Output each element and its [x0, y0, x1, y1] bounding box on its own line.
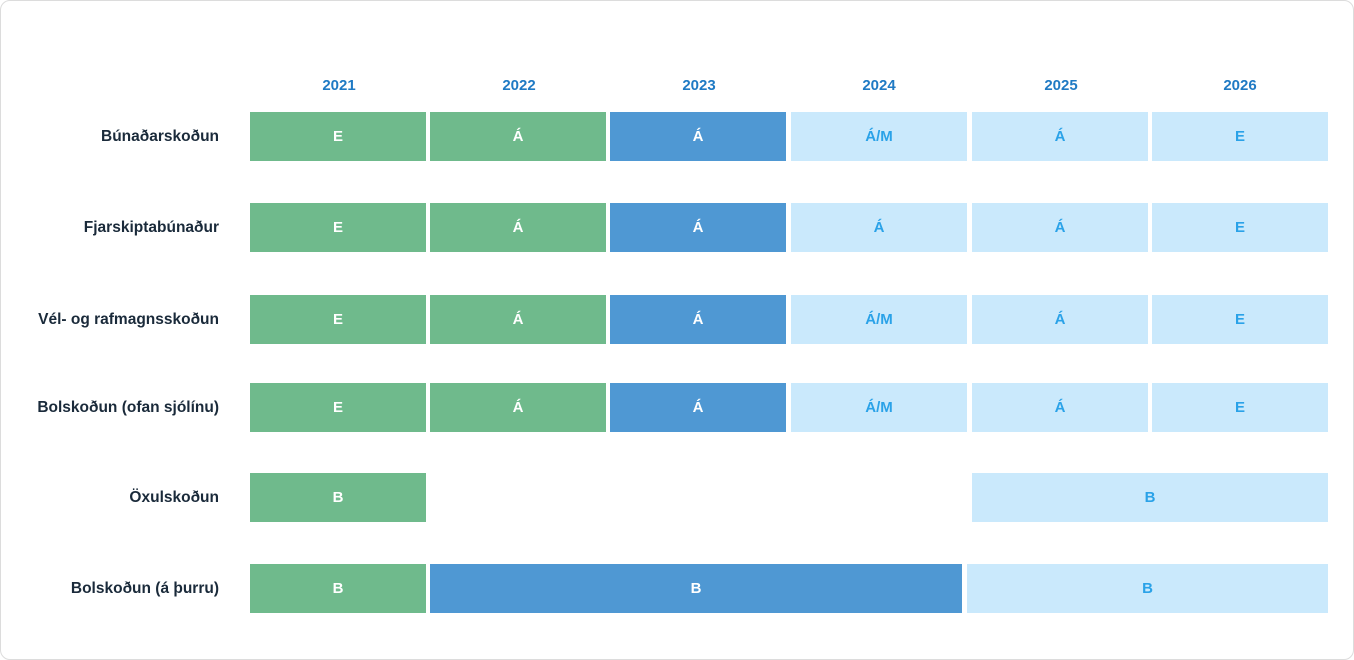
schedule-cell: Á/M [791, 112, 967, 161]
schedule-cell: E [250, 112, 426, 161]
year-header: 2025 [1044, 77, 1078, 94]
schedule-cell: Á [610, 383, 786, 432]
year-header: 2023 [682, 77, 716, 94]
schedule-cell: Á [430, 112, 606, 161]
schedule-cell: E [250, 203, 426, 252]
schedule-cell: Á [791, 203, 967, 252]
schedule-cell: E [250, 295, 426, 344]
row-label: Búnaðarskoðun [101, 128, 219, 145]
schedule-cell: E [250, 383, 426, 432]
schedule-cell: Á [972, 295, 1148, 344]
schedule-cell: B [972, 473, 1328, 522]
schedule-cell: E [1152, 203, 1328, 252]
year-header: 2021 [322, 77, 356, 94]
schedule-cell: Á [610, 203, 786, 252]
schedule-cell: E [1152, 295, 1328, 344]
row-label: Bolskoðun (á þurru) [70, 580, 219, 597]
schedule-cell: Á [610, 112, 786, 161]
schedule-cell: Á [430, 203, 606, 252]
schedule-cell: B [250, 564, 426, 613]
year-header: 2022 [502, 77, 536, 94]
schedule-cell: E [1152, 383, 1328, 432]
schedule-cell: Á [972, 203, 1148, 252]
schedule-cell: B [967, 564, 1328, 613]
row-label: Bolskoðun (ofan sjólínu) [37, 399, 219, 416]
year-header: 2026 [1223, 77, 1257, 94]
schedule-cell: Á [610, 295, 786, 344]
schedule-cell: Á [972, 383, 1148, 432]
schedule-cell: Á/M [791, 383, 967, 432]
row-label: Öxulskoðun [129, 489, 219, 506]
row-label: Vél- og rafmagnsskoðun [38, 311, 219, 328]
schedule-cell: Á/M [791, 295, 967, 344]
schedule-cell: E [1152, 112, 1328, 161]
schedule-cell: Á [430, 383, 606, 432]
schedule-cell: Á [972, 112, 1148, 161]
schedule-cell: B [430, 564, 962, 613]
schedule-cell: Á [430, 295, 606, 344]
year-header: 2024 [862, 77, 896, 94]
row-label: Fjarskiptabúnaður [83, 219, 219, 236]
schedule-cell: B [250, 473, 426, 522]
